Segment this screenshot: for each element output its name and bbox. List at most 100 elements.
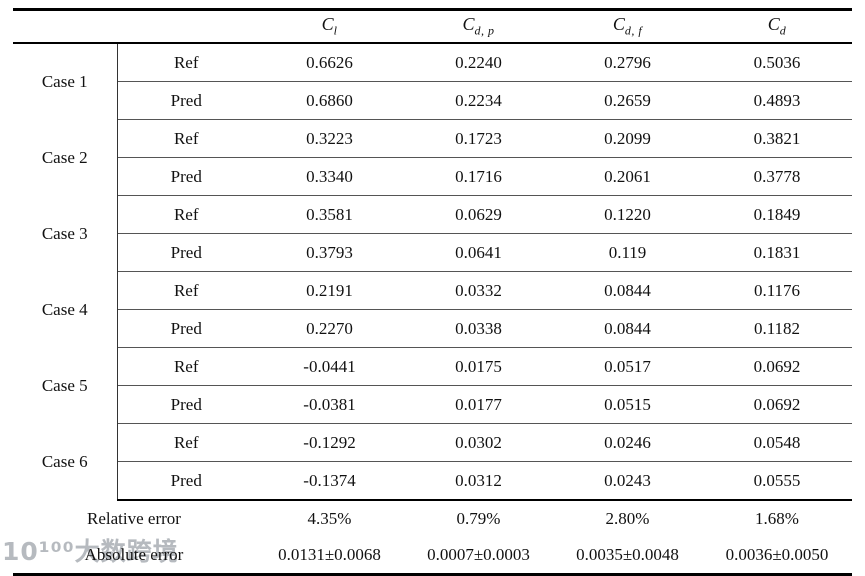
row-label-pred: Pred: [117, 461, 255, 501]
row-label-pred: Pred: [117, 233, 255, 272]
value-cell: 0.79%: [456, 509, 501, 528]
value-cell: 0.2061: [553, 157, 702, 196]
case-label: Case 2: [13, 119, 118, 196]
value-cell: 0.119: [553, 233, 702, 272]
value-cell: 0.0844: [553, 309, 702, 348]
case-label: Case 6: [13, 423, 118, 500]
table-row-case2-ref: Case 2 Ref 0.3223 0.1723 0.2099 0.3821: [13, 119, 852, 196]
header-sub: l: [333, 23, 338, 38]
value-cell: 0.2240: [404, 43, 553, 82]
row-label-pred: Pred: [117, 385, 255, 424]
value-cell: 0.0629: [404, 195, 553, 234]
value-cell: 0.0515: [553, 385, 702, 424]
value-cell: 0.3821: [702, 119, 852, 158]
row-label-ref: Ref: [117, 195, 255, 234]
row-label-ref: Ref: [117, 423, 255, 462]
value-cell: 0.0131±0.0068: [278, 545, 381, 564]
header-base: C: [462, 14, 475, 35]
table-row-absolute-error: Absolute error 0.0131±0.0068 0.0007±0.00…: [13, 537, 852, 575]
summary-label: Relative error: [87, 509, 181, 528]
case-label: Case 3: [13, 195, 118, 272]
value-cell: 0.1849: [702, 195, 852, 234]
value-cell: 0.2099: [553, 119, 702, 158]
value-cell: 0.6860: [255, 81, 404, 120]
value-cell: 0.3223: [255, 119, 404, 158]
header-base: C: [767, 14, 780, 35]
value-cell: 0.3793: [255, 233, 404, 272]
value-cell: -0.0381: [255, 385, 404, 424]
value-cell: 0.2191: [255, 271, 404, 310]
value-cell: 2.80%: [605, 509, 650, 528]
header-sub: d, f: [624, 23, 643, 38]
table-row-case3-ref: Case 3 Ref 0.3581 0.0629 0.1220 0.1849: [13, 195, 852, 272]
header-sub: d: [779, 23, 787, 38]
column-header-cd: Cd: [702, 9, 852, 44]
header-sub: d, p: [474, 23, 495, 38]
row-label-pred: Pred: [117, 157, 255, 196]
value-cell: 0.0175: [404, 347, 553, 386]
value-cell: 0.0548: [702, 423, 852, 462]
value-cell: 0.1176: [702, 271, 852, 310]
row-label-ref: Ref: [117, 347, 255, 386]
table-row-case5-ref: Case 5 Ref -0.0441 0.0175 0.0517 0.0692: [13, 347, 852, 424]
value-cell: 0.0312: [404, 461, 553, 501]
table-row-case5-pred: Pred -0.0381 0.0177 0.0515 0.0692: [13, 385, 852, 424]
value-cell: 0.1182: [702, 309, 852, 348]
column-header-cdf: Cd, f: [553, 9, 702, 44]
value-cell: 0.0692: [702, 385, 852, 424]
value-cell: 0.0035±0.0048: [576, 545, 679, 564]
row-label-pred: Pred: [117, 309, 255, 348]
value-cell: 0.3340: [255, 157, 404, 196]
table-row-case1-ref: Case 1 Ref 0.6626 0.2240 0.2796 0.5036: [13, 43, 852, 120]
table-row-case1-pred: Pred 0.6860 0.2234 0.2659 0.4893: [13, 81, 852, 120]
table-row-case4-ref: Case 4 Ref 0.2191 0.0332 0.0844 0.1176: [13, 271, 852, 348]
table-row-relative-error: Relative error 4.35% 0.79% 2.80% 1.68%: [13, 500, 852, 537]
value-cell: -0.1292: [255, 423, 404, 462]
value-cell: 0.1716: [404, 157, 553, 196]
table-row-case3-pred: Pred 0.3793 0.0641 0.119 0.1831: [13, 233, 852, 272]
row-label-pred: Pred: [117, 81, 255, 120]
value-cell: 0.6626: [255, 43, 404, 82]
row-label-ref: Ref: [117, 43, 255, 82]
value-cell: 0.0517: [553, 347, 702, 386]
value-cell: 0.1831: [702, 233, 852, 272]
value-cell: 0.2234: [404, 81, 553, 120]
table-row-case4-pred: Pred 0.2270 0.0338 0.0844 0.1182: [13, 309, 852, 348]
table-row-case6-pred: Pred -0.1374 0.0312 0.0243 0.0555: [13, 461, 852, 501]
column-header-cdp: Cd, p: [404, 9, 553, 44]
value-cell: 0.2270: [255, 309, 404, 348]
value-cell: -0.0441: [255, 347, 404, 386]
value-cell: 0.4893: [702, 81, 852, 120]
coefficient-table: Cl Cd, p Cd, f Cd Case 1 Ref 0.6626 0.22…: [13, 8, 852, 576]
value-cell: 0.0338: [404, 309, 553, 348]
value-cell: 0.2796: [553, 43, 702, 82]
value-cell: -0.1374: [255, 461, 404, 501]
value-cell: 0.0243: [553, 461, 702, 501]
value-cell: 0.1723: [404, 119, 553, 158]
value-cell: 0.0332: [404, 271, 553, 310]
row-label-ref: Ref: [117, 271, 255, 310]
header-empty-cell: [13, 9, 255, 44]
value-cell: 0.2659: [553, 81, 702, 120]
value-cell: 0.0641: [404, 233, 553, 272]
value-cell: 0.0555: [702, 461, 852, 501]
value-cell: 0.5036: [702, 43, 852, 82]
value-cell: 0.1220: [553, 195, 702, 234]
value-cell: 0.0177: [404, 385, 553, 424]
case-label: Case 4: [13, 271, 118, 348]
value-cell: 0.0007±0.0003: [427, 545, 530, 564]
value-cell: 0.3778: [702, 157, 852, 196]
value-cell: 0.3581: [255, 195, 404, 234]
summary-label: Absolute error: [84, 545, 184, 564]
value-cell: 1.68%: [755, 509, 799, 528]
table-row-case2-pred: Pred 0.3340 0.1716 0.2061 0.3778: [13, 157, 852, 196]
value-cell: 0.0246: [553, 423, 702, 462]
value-cell: 0.0844: [553, 271, 702, 310]
value-cell: 4.35%: [307, 509, 352, 528]
value-cell: 0.0036±0.0050: [725, 545, 829, 564]
row-label-ref: Ref: [117, 119, 255, 158]
case-label: Case 5: [13, 347, 118, 424]
header-base: C: [321, 14, 334, 35]
column-header-cl: Cl: [255, 9, 404, 44]
case-label: Case 1: [13, 43, 118, 120]
